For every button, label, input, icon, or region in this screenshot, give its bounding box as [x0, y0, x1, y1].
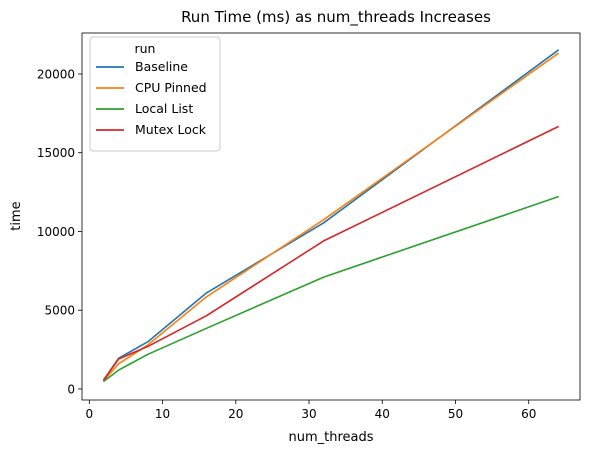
y-tick-label: 0 [67, 382, 75, 396]
legend-entry-label: Baseline [135, 59, 188, 74]
chart-title: Run Time (ms) as num_threads Increases [181, 8, 491, 27]
legend-entry-label: CPU Pinned [135, 80, 207, 95]
x-tick-label: 60 [521, 407, 536, 421]
y-tick-label: 5000 [44, 304, 75, 318]
y-tick-label: 20000 [37, 67, 75, 81]
legend: run Baseline CPU Pinned Local List Mutex Loc… [89, 36, 221, 152]
x-tick-label: 50 [448, 407, 463, 421]
legend-entry-label: Mutex Lock [135, 122, 207, 137]
x-tick-label: 30 [301, 407, 316, 421]
legend-box [89, 36, 221, 152]
legend-entry-label: Local List [135, 101, 193, 116]
series-line-cpu-pinned [102, 52, 560, 382]
plot-lines [102, 49, 560, 383]
x-tick-label: 0 [86, 407, 94, 421]
x-axis-label: num_threads [288, 430, 373, 445]
legend-title: run [135, 41, 156, 56]
x-tick-label: 40 [375, 407, 390, 421]
y-axis-ticks: 0 5000 10000 15000 20000 [37, 67, 82, 396]
y-tick-label: 15000 [37, 146, 75, 160]
plot-frame [81, 32, 581, 401]
y-tick-label: 10000 [37, 225, 75, 239]
x-axis-ticks: 0 10 20 30 40 50 60 [86, 400, 536, 421]
series-line-local-list [102, 195, 560, 383]
x-tick-label: 20 [228, 407, 243, 421]
series-line-mutex-lock [102, 125, 560, 381]
x-tick-label: 10 [155, 407, 170, 421]
y-axis-label: time [9, 201, 24, 230]
